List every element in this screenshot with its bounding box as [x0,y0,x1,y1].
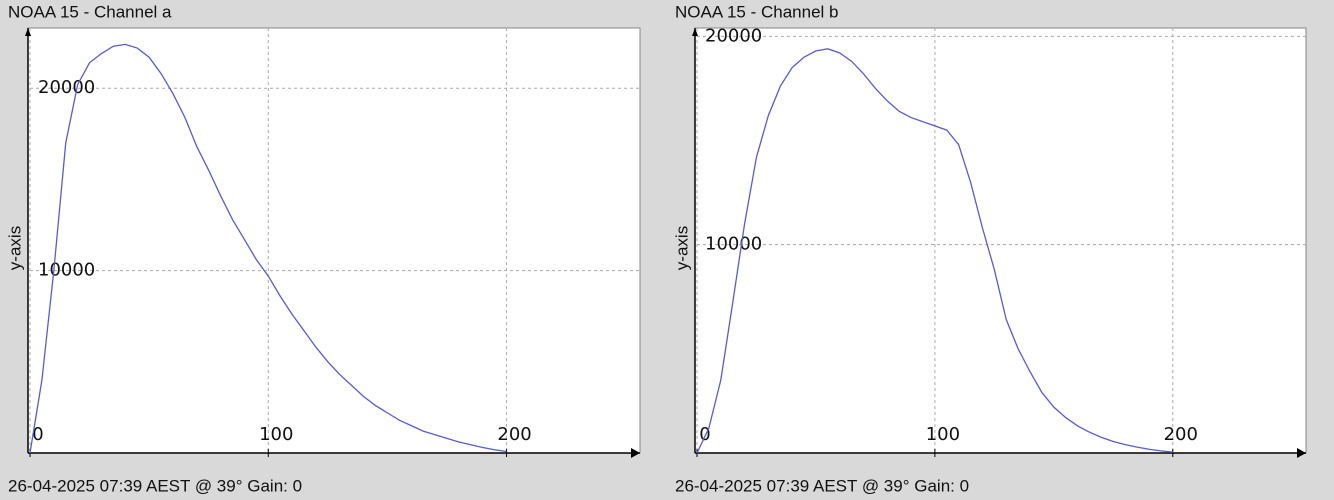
x-tick-label: 200 [1164,424,1198,445]
chart-panel: NOAA 15 - Channel a 26-04-2025 07:39 AEST… [5,2,641,495]
plot-area [694,27,1307,454]
y-tick-label: 10000 [38,260,95,281]
y-axis-label: y-axis [5,226,24,270]
chart-title: NOAA 15 - Channel b [675,2,838,21]
y-axis-label: y-axis [672,226,691,270]
x-tick-label: 200 [497,424,531,445]
x-axis-arrow [631,448,640,458]
data-line [29,43,507,454]
footer: 26-04-2025 07:39 AEST @ 39° Gain: 0 [675,476,969,495]
data-line [696,48,1173,454]
x-tick-label: 0 [699,424,710,445]
y-tick-label: 20000 [38,77,95,98]
chart-panel: NOAA 15 - Channel b 26-04-2025 07:39 AEST… [672,2,1307,495]
y-axis-arrow [692,28,698,36]
y-tick-label: 20000 [705,25,762,46]
y-tick-label: 10000 [705,234,762,255]
chart-title: NOAA 15 - Channel a [8,2,172,21]
x-tick-label: 0 [32,424,43,445]
plot-area [27,27,641,454]
y-axis-arrow [25,28,31,36]
x-tick-label: 100 [926,424,960,445]
x-axis-arrow [1297,448,1306,458]
footer: 26-04-2025 07:39 AEST @ 39° Gain: 0 [8,476,302,495]
x-tick-label: 100 [259,424,293,445]
